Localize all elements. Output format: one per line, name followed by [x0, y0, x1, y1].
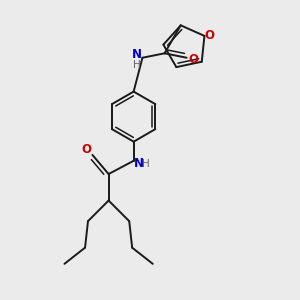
Text: O: O: [205, 29, 215, 42]
Text: N: N: [134, 157, 144, 170]
Text: O: O: [81, 143, 91, 156]
Text: N: N: [132, 48, 142, 61]
Text: H: H: [142, 159, 150, 169]
Text: O: O: [188, 53, 198, 66]
Text: H: H: [133, 60, 141, 70]
